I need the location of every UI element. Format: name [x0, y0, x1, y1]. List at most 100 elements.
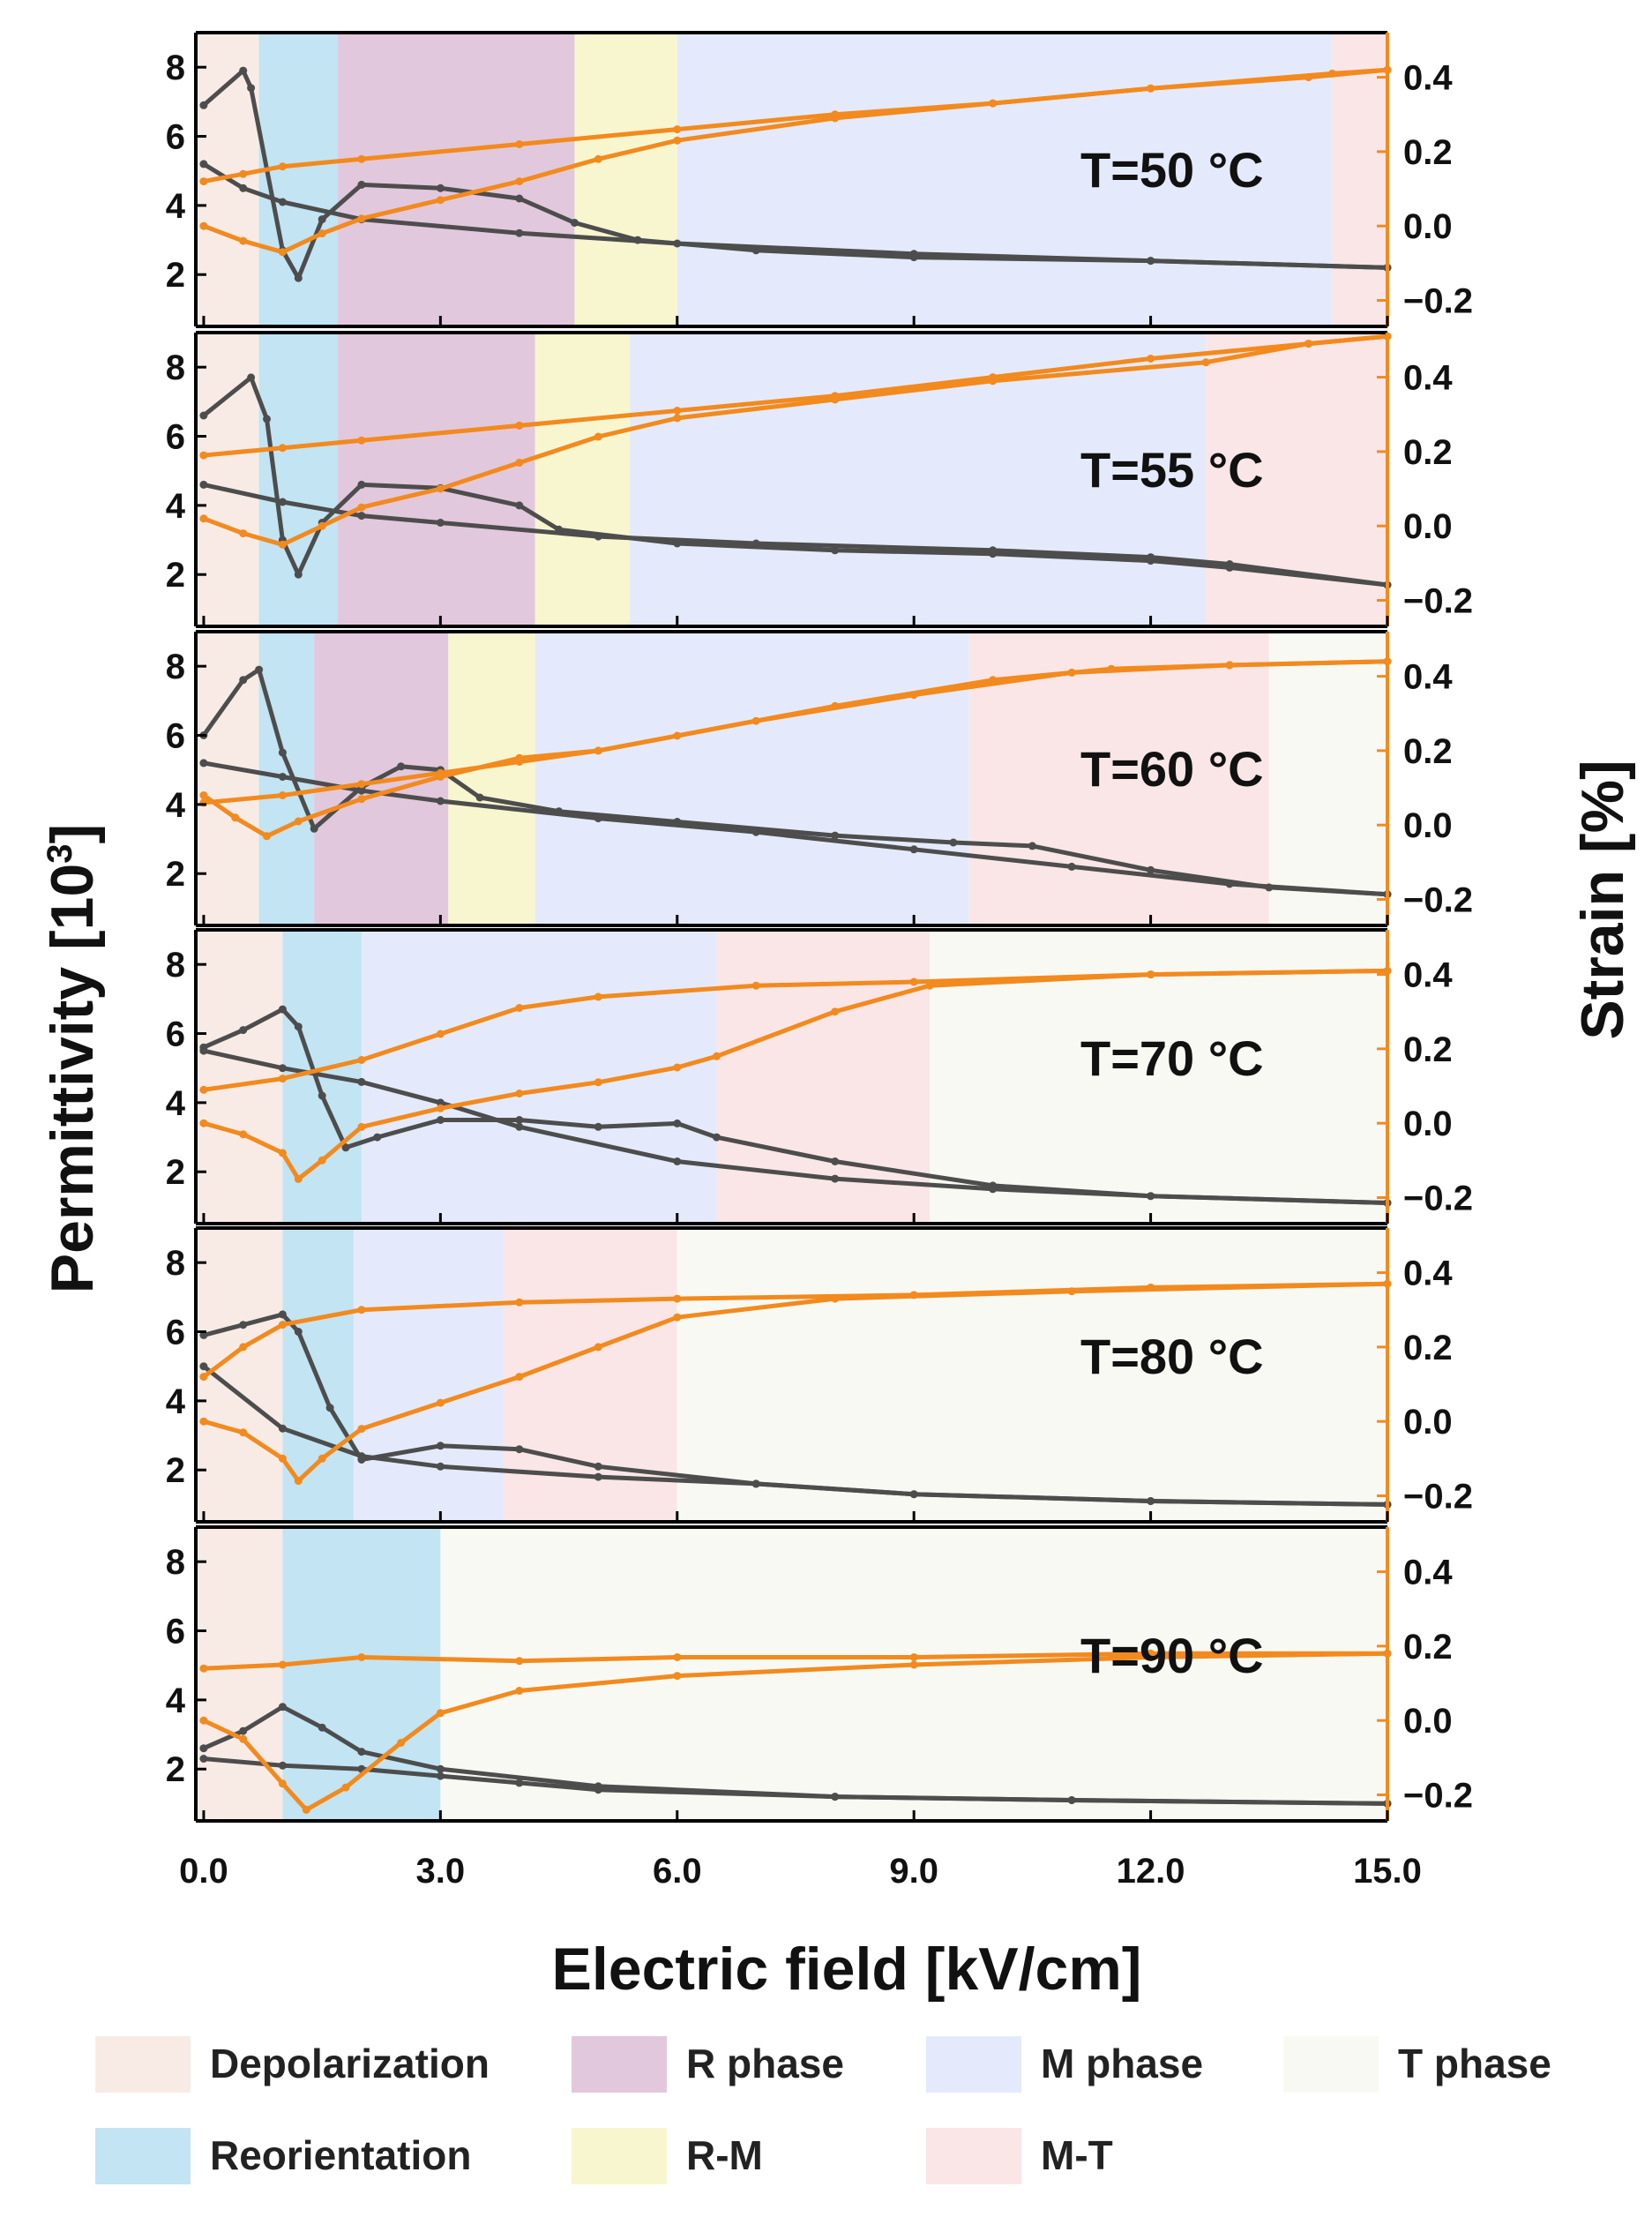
phase-region	[534, 632, 969, 925]
left-tick-label: 4	[166, 1681, 186, 1720]
strain-curve-point	[436, 484, 445, 493]
right-tick-label: 0.2	[1403, 433, 1453, 472]
permittivity-curve-point	[594, 532, 602, 541]
strain-curve-point	[515, 758, 524, 766]
strain-curve-point	[594, 992, 602, 1001]
right-tick-label: −0.2	[1403, 281, 1473, 320]
legend-swatch	[572, 2036, 667, 2093]
left-tick-label: 8	[166, 1543, 185, 1582]
strain-curve-point	[318, 229, 326, 238]
x-tick-label: 15.0	[1353, 1852, 1422, 1891]
strain-curve-point	[357, 1306, 366, 1314]
strain-curve-point	[436, 1398, 445, 1407]
legend-swatch	[926, 2128, 1021, 2184]
strain-curve-point	[357, 795, 366, 804]
strain-curve-point	[357, 1425, 366, 1434]
right-tick-label: −0.2	[1403, 1179, 1473, 1217]
strain-curve-point	[397, 1739, 406, 1747]
permittivity-curve-point	[989, 546, 998, 555]
panel-label: T=90 °C	[1080, 1628, 1264, 1683]
permittivity-curve-point	[294, 1022, 303, 1031]
strain-curve-point	[673, 1063, 682, 1072]
strain-curve-point	[239, 1734, 248, 1743]
permittivity-curve-point	[751, 1479, 760, 1488]
strain-curve-point	[199, 1664, 208, 1673]
legend-label: R-M	[686, 2132, 763, 2178]
strain-curve-point	[278, 791, 287, 799]
permittivity-curve-point	[239, 1026, 248, 1035]
legend-swatch	[926, 2036, 1021, 2093]
legend-swatch	[95, 2128, 191, 2184]
x-tick-label: 12.0	[1117, 1852, 1185, 1891]
permittivity-curve	[201, 1007, 1390, 1205]
permittivity-curve-point	[310, 824, 318, 833]
permittivity-curve	[201, 482, 1390, 588]
strain-curve-point	[199, 221, 208, 230]
permittivity-curve-point	[199, 759, 208, 768]
right-tick-label: −0.2	[1403, 1477, 1473, 1516]
right-tick-label: 0.0	[1403, 1105, 1453, 1143]
phase-region	[448, 632, 535, 925]
strain-curve-point	[909, 977, 918, 986]
right-tick-label: 0.4	[1403, 1255, 1453, 1293]
right-tick-label: 0.0	[1403, 507, 1453, 546]
permittivity-curve-point	[278, 498, 287, 506]
strain-curve-point	[357, 503, 366, 512]
permittivity-curve-point	[294, 570, 303, 579]
phase-region	[534, 333, 631, 626]
legend-item: Reorientation	[95, 2128, 471, 2184]
permittivity-curve-point	[1147, 865, 1155, 874]
phase-region	[196, 632, 259, 925]
panel	[196, 33, 1392, 326]
right-tick-label: 0.4	[1403, 359, 1453, 398]
permittivity-curve-point	[318, 215, 326, 224]
right-tick-label: 0.0	[1403, 1403, 1453, 1442]
permittivity-curve-point	[751, 828, 760, 836]
permittivity-curve-point	[751, 539, 760, 548]
y-axis-left-title-main: Permittivity [10	[39, 864, 106, 1294]
permittivity-curve-point	[594, 1786, 602, 1794]
panel	[196, 1228, 1392, 1522]
panel-label: T=55 °C	[1080, 442, 1264, 498]
strain-curve-point	[302, 1805, 310, 1814]
permittivity-curve-point	[515, 1779, 524, 1787]
phase-region	[1332, 33, 1387, 326]
panel-label: T=50 °C	[1080, 142, 1264, 198]
permittivity-curve-point	[278, 773, 287, 781]
phase-region	[338, 333, 535, 626]
permittivity-curve-point	[673, 1119, 682, 1127]
permittivity-curve-point	[357, 512, 366, 521]
strain-curve-point	[594, 1343, 602, 1352]
strain-curve-point	[989, 373, 998, 382]
left-tick-label: 2	[166, 855, 185, 894]
permittivity-curve-point	[278, 1761, 287, 1770]
phase-region	[716, 930, 931, 1224]
permittivity-curve-point	[436, 1764, 445, 1773]
permittivity-curve-point	[436, 1442, 445, 1450]
strain-curve-point	[318, 1156, 326, 1165]
strain-curve-point	[278, 1149, 287, 1157]
permittivity-curve-point	[909, 1490, 918, 1499]
permittivity-curve-point	[1028, 842, 1036, 850]
left-tick-label: 2	[166, 556, 185, 595]
strain-curve-point	[231, 813, 240, 822]
left-tick-label: 6	[166, 418, 185, 457]
permittivity-curve-point	[831, 1174, 840, 1183]
permittivity-curve-point	[255, 665, 264, 674]
strain-curve-point	[831, 110, 840, 119]
strain-curve-point	[278, 444, 287, 453]
right-tick-label: 0.4	[1403, 658, 1453, 697]
strain-curve-point	[909, 1653, 918, 1661]
permittivity-curve-point	[949, 838, 958, 847]
right-tick-label: 0.2	[1403, 1030, 1453, 1069]
left-tick-label: 6	[166, 1314, 185, 1352]
permittivity-curve-point	[278, 1424, 287, 1433]
strain-curve-point	[318, 521, 326, 530]
strain-curve-point	[673, 125, 682, 134]
phase-region	[574, 33, 677, 326]
permittivity-curve-point	[1147, 257, 1155, 266]
strain-curve-point	[1147, 1283, 1155, 1292]
strain-curve-point	[278, 1321, 287, 1329]
phase-region	[353, 1228, 504, 1522]
strain-curve-point	[1147, 1649, 1155, 1658]
